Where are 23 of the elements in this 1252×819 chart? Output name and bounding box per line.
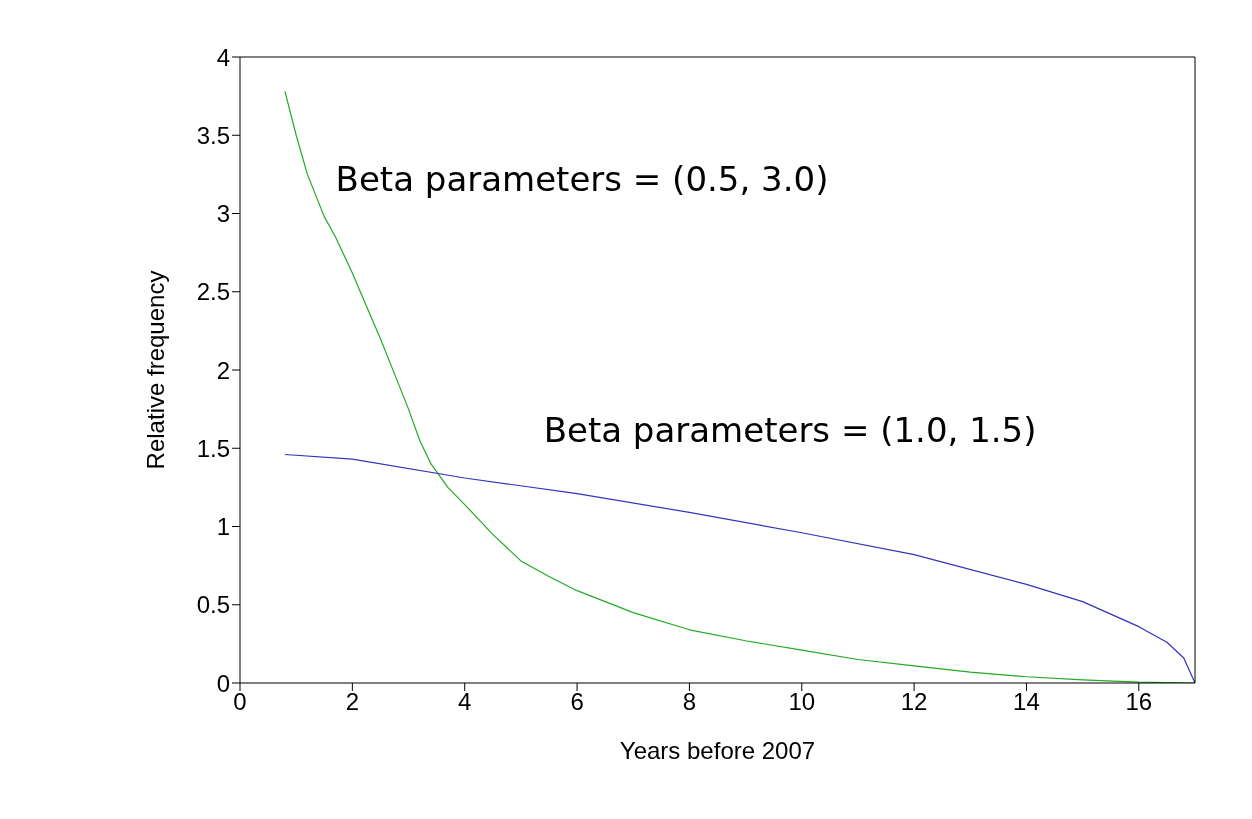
x-tick-label: 14: [1013, 688, 1040, 716]
series-label: Beta parameters = (0.5, 3.0): [335, 159, 829, 200]
x-tick-label: 10: [788, 688, 816, 716]
y-tick-label: 3: [216, 200, 230, 228]
x-tick-label: 0: [233, 688, 247, 716]
y-tick-label: 4: [216, 43, 230, 71]
y-tick-label: 1: [216, 513, 230, 541]
y-tick-label: 0.5: [196, 591, 230, 619]
y-tick-label: 2: [216, 356, 230, 384]
x-tick-label: 2: [345, 688, 360, 716]
y-axis-title: Relative frequency: [141, 270, 169, 470]
y-tick-label: 2.5: [196, 278, 230, 306]
x-tick-label: 16: [1125, 688, 1153, 716]
x-axis-title: Years before 2007: [619, 737, 816, 764]
x-tick-label: 6: [570, 688, 584, 716]
x-tick-label: 12: [900, 688, 928, 716]
x-tick-label: 4: [458, 688, 472, 716]
y-tick-label: 0: [216, 669, 230, 697]
y-tick-label: 1.5: [196, 434, 230, 462]
series-label: Beta parameters = (1.0, 1.5): [543, 410, 1037, 451]
x-tick-label: 8: [682, 688, 697, 716]
y-tick-label: 3.5: [196, 121, 230, 149]
line-series: [284, 453, 1195, 683]
